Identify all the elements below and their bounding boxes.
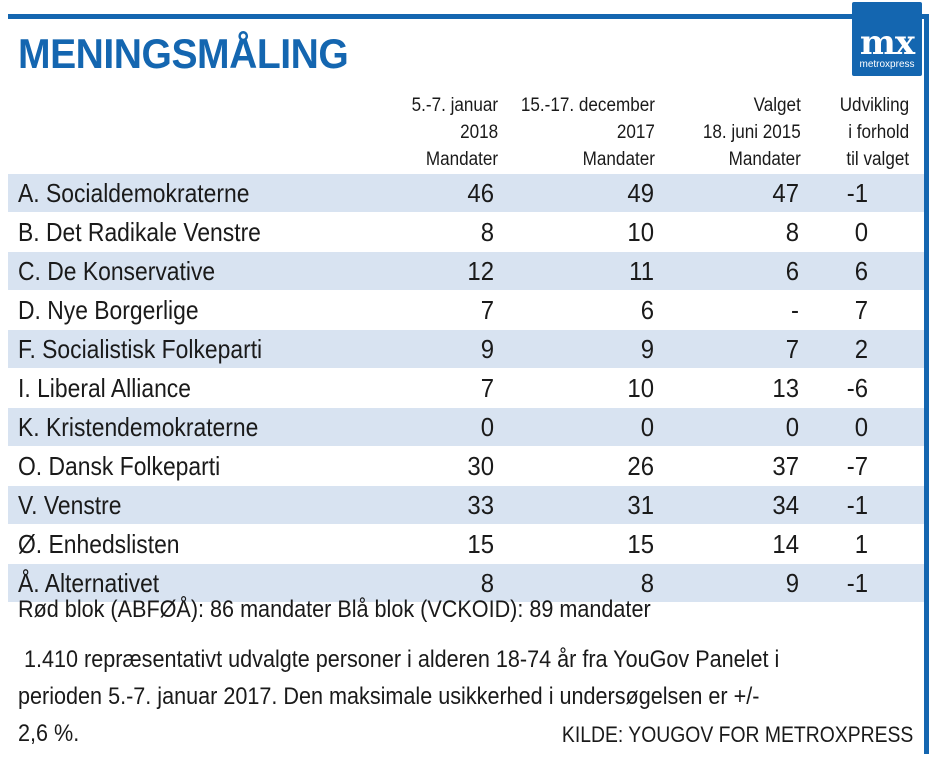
seat-value-election2015: 6 [785, 256, 799, 286]
seat-value-jan2018: 46 [467, 178, 494, 208]
seat-value-jan2018: 7 [480, 295, 494, 325]
party-name: A. Socialdemokraterne [18, 178, 250, 208]
header-line: Mandater [425, 149, 498, 170]
logo-mark: mx [859, 23, 915, 63]
seat-value-election2015: 7 [785, 334, 799, 364]
party-name: O. Dansk Folkeparti [18, 451, 221, 481]
party-name: B. Det Radikale Venstre [18, 217, 261, 247]
table-row: A. Socialdemokraterne 46 49 47 -1 [8, 174, 924, 213]
seat-value-dec2017: 49 [627, 178, 654, 208]
seat-value-dec2017: 26 [627, 451, 654, 481]
table-row: O. Dansk Folkeparti 30 26 37 -7 [8, 447, 924, 486]
bloc-summary: Rød blok (ABFØÅ): 86 mandater Blå blok (… [18, 596, 651, 623]
seat-value-change: 0 [854, 412, 868, 442]
seat-value-jan2018: 33 [467, 490, 494, 520]
party-name: Å. Alternativet [18, 568, 160, 598]
source-credit: KILDE: YOUGOV FOR METROXPRESS [561, 722, 913, 747]
table-row: Å. Alternativet 8 8 9 -1 [8, 564, 924, 603]
header-line: 2018 [459, 122, 498, 143]
methodology-note-line: 1.410 repræsentativt udvalgte personer i… [24, 646, 780, 673]
seat-value-jan2018: 8 [480, 568, 494, 598]
party-name: Ø. Enhedslisten [18, 529, 180, 559]
party-name: D. Nye Borgerlige [18, 295, 199, 325]
seat-value-election2015: - [791, 295, 799, 325]
seat-value-jan2018: 30 [467, 451, 494, 481]
table-row: C. De Konservative 12 11 6 6 [8, 252, 924, 291]
party-name: I. Liberal Alliance [18, 373, 191, 403]
seat-value-dec2017: 0 [640, 412, 654, 442]
right-rule [924, 14, 929, 754]
seat-value-election2015: 9 [785, 568, 799, 598]
poll-table: A. Socialdemokraterne 46 49 47 -1 B. Det Radi… [8, 174, 924, 603]
header-line: Mandater [728, 149, 801, 170]
seat-value-election2015: 34 [772, 490, 799, 520]
header-election2015: Valget 18. juni 2015 Mandater [703, 92, 801, 173]
seat-value-election2015: 13 [772, 373, 799, 403]
metroxpress-logo: mx metroxpress [852, 2, 922, 76]
seat-value-election2015: 8 [785, 217, 799, 247]
seat-value-election2015: 37 [772, 451, 799, 481]
seat-value-jan2018: 8 [480, 217, 494, 247]
seat-value-change: 1 [854, 529, 868, 559]
header-line: Udvikling [839, 95, 909, 116]
seat-value-change: -1 [846, 178, 868, 208]
table-row: V. Venstre 33 31 34 -1 [8, 486, 924, 525]
party-name: C. De Konservative [18, 256, 216, 286]
seat-value-change: 6 [854, 256, 868, 286]
party-name: V. Venstre [18, 490, 122, 520]
header-change: Udvikling i forhold til valget [840, 92, 909, 173]
seat-value-election2015: 47 [772, 178, 799, 208]
seat-value-dec2017: 6 [640, 295, 654, 325]
seat-value-dec2017: 15 [627, 529, 654, 559]
header-jan2018: 5.-7. januar 2018 Mandater [411, 92, 498, 173]
header-line: til valget [846, 149, 909, 170]
seat-value-dec2017: 10 [627, 373, 654, 403]
seat-value-dec2017: 11 [629, 256, 654, 286]
logo-sub: metroxpress [859, 59, 915, 70]
table-row: K. Kristendemokraterne 0 0 0 0 [8, 408, 924, 447]
table-row: I. Liberal Alliance 7 10 13 -6 [8, 369, 924, 408]
seat-value-change: 2 [854, 334, 868, 364]
seat-value-jan2018: 0 [480, 412, 494, 442]
methodology-note-line: 2,6 %. [18, 720, 80, 747]
table-row: D. Nye Borgerlige 7 6 - 7 [8, 291, 924, 330]
seat-value-dec2017: 10 [627, 217, 654, 247]
seat-value-jan2018: 15 [467, 529, 494, 559]
seat-value-dec2017: 9 [640, 334, 654, 364]
page-title: MENINGSMÅLING [18, 30, 349, 77]
header-line: 5.-7. januar [411, 95, 498, 116]
table-row: B. Det Radikale Venstre 8 10 8 0 [8, 213, 924, 252]
header-line: 18. juni 2015 [703, 122, 801, 143]
seat-value-change: -1 [846, 490, 868, 520]
seat-value-jan2018: 12 [467, 256, 494, 286]
party-name: F. Socialistisk Folkeparti [18, 334, 263, 364]
header-line: 2017 [616, 122, 655, 143]
top-rule [8, 14, 928, 19]
header-line: Mandater [582, 149, 655, 170]
header-line: Valget [753, 95, 801, 116]
seat-value-change: -1 [846, 568, 868, 598]
table-row: Ø. Enhedslisten 15 15 14 1 [8, 525, 924, 564]
header-line: 15.-17. december [520, 95, 655, 116]
seat-value-dec2017: 8 [640, 568, 654, 598]
seat-value-election2015: 0 [785, 412, 799, 442]
seat-value-jan2018: 7 [480, 373, 494, 403]
header-dec2017: 15.-17. december 2017 Mandater [521, 92, 655, 173]
seat-value-election2015: 14 [772, 529, 799, 559]
seat-value-change: -6 [846, 373, 868, 403]
party-name: K. Kristendemokraterne [18, 412, 259, 442]
methodology-note-line: perioden 5.-7. januar 2017. Den maksimal… [18, 683, 760, 710]
seat-value-change: 0 [854, 217, 868, 247]
seat-value-jan2018: 9 [480, 334, 494, 364]
table-row: F. Socialistisk Folkeparti 9 9 7 2 [8, 330, 924, 369]
header-line: i forhold [848, 122, 909, 143]
seat-value-change: -7 [846, 451, 868, 481]
seat-value-dec2017: 31 [627, 490, 654, 520]
seat-value-change: 7 [854, 295, 868, 325]
